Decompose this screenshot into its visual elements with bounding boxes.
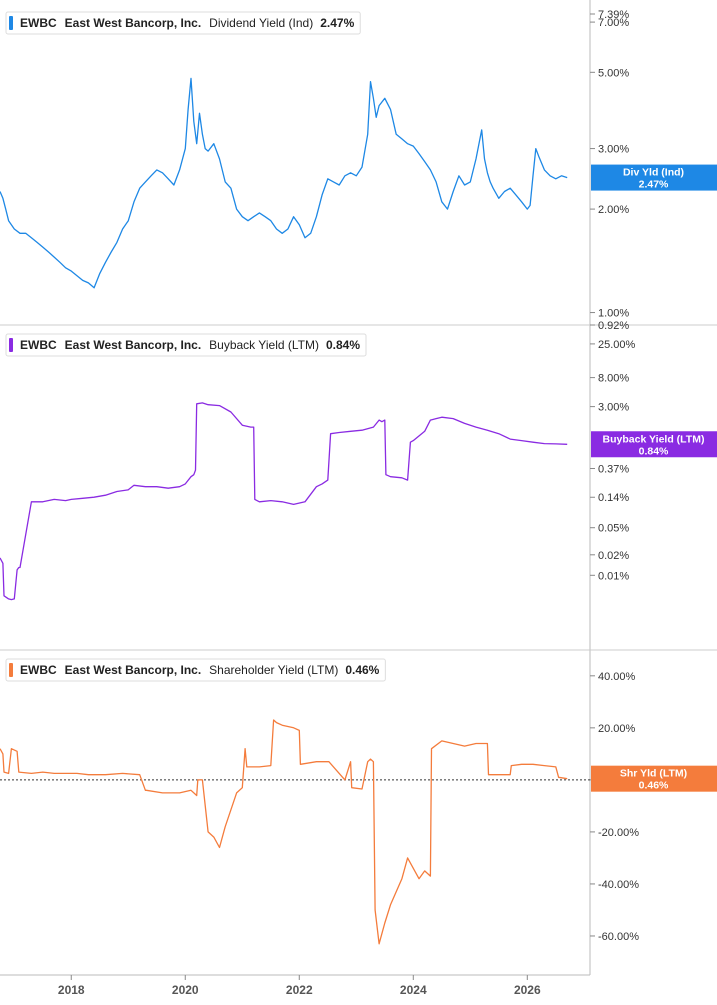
y-tick-label: 40.00%	[598, 671, 636, 683]
legend-company: East West Bancorp, Inc.	[65, 338, 201, 352]
y-tick-label: 7.00%	[598, 17, 629, 29]
legend-box	[5, 658, 386, 682]
y-tick-label: -40.00%	[598, 879, 639, 891]
y-tick-label: 1.00%	[598, 308, 629, 320]
chart-panel-3: 40.00%20.00%0.00%-20.00%-40.00%-60.00%EW…	[0, 658, 717, 945]
legend-company: East West Bancorp, Inc.	[65, 663, 201, 677]
y-tick-label: 7.39%	[598, 9, 629, 21]
current-value-tag: Shr Yld (LTM)0.46%	[591, 765, 717, 792]
y-tick-label: 20.00%	[598, 723, 636, 735]
legend-box	[5, 333, 367, 357]
chart-panel-1: 7.39%7.00%5.00%3.00%2.00%1.00%0.92%EWBC E…	[0, 9, 717, 332]
y-tick-label: 0.92%	[598, 320, 629, 332]
tag-box	[591, 164, 717, 191]
legend-box	[5, 11, 361, 35]
series-line	[0, 719, 568, 945]
y-tick-label: 25.00%	[598, 339, 636, 351]
legend-color-swatch	[9, 663, 13, 677]
legend-color-swatch	[9, 16, 13, 30]
chart-panel-2: 25.00% 8.00% 3.00% 0.37% 0.14% 0.05% 0.02% 0.01…	[0, 333, 717, 601]
series-line	[0, 402, 568, 601]
y-tick-label: 0.14%	[598, 492, 629, 504]
tag-label: Shr Yld (LTM)	[620, 768, 687, 780]
series-line	[0, 77, 568, 289]
y-tick-label: -20.00%	[598, 827, 639, 839]
y-tick-label: 3.00%	[598, 402, 629, 414]
legend-value: 0.84%	[326, 338, 360, 352]
legend: EWBC East West Bancorp, Inc. Dividend Yiel…	[5, 11, 361, 35]
x-tick-label: 2020	[172, 983, 199, 997]
current-value-tag: Div Yld (Ind)2.47%	[591, 164, 717, 191]
legend-metric: Buyback Yield (LTM)	[209, 338, 319, 352]
y-tick-label: 5.00%	[598, 67, 629, 79]
legend: EWBC East West Bancorp, Inc. Buyback Yield…	[5, 333, 367, 357]
x-tick-label: 2018	[58, 983, 85, 997]
x-axis: 2018 2020 2022 2024 2026	[58, 975, 541, 997]
tag-value: 2.47%	[639, 179, 669, 191]
legend-ticker: EWBC	[20, 338, 57, 352]
tag-value: 0.46%	[639, 780, 669, 792]
legend-value: 2.47%	[320, 16, 354, 30]
tag-label: Div Yld (Ind)	[623, 167, 684, 179]
legend-ticker: EWBC	[20, 16, 57, 30]
x-tick-label: 2026	[514, 983, 541, 997]
x-tick-label: 2022	[286, 983, 313, 997]
legend-metric: Shareholder Yield (LTM)	[209, 663, 338, 677]
x-tick-label: 2024	[400, 983, 427, 997]
tag-label: Buyback Yield (LTM)	[603, 433, 705, 445]
current-value-tag: Buyback Yield (LTM)0.84%	[591, 431, 717, 458]
legend-color-swatch	[9, 338, 13, 352]
y-tick-label: 0.01%	[598, 570, 629, 582]
y-tick-label: 0.02%	[598, 550, 629, 562]
y-tick-label: 3.00%	[598, 144, 629, 156]
tag-value: 0.84%	[639, 445, 669, 457]
y-tick-label: 0.37%	[598, 464, 629, 476]
y-tick-label: 8.00%	[598, 373, 629, 385]
y-tick-label: 2.00%	[598, 204, 629, 216]
y-tick-label: 0.05%	[598, 523, 629, 535]
legend-ticker: EWBC	[20, 663, 57, 677]
legend: EWBC East West Bancorp, Inc. Shareholder Y…	[5, 658, 386, 682]
legend-company: East West Bancorp, Inc.	[65, 16, 201, 30]
legend-value: 0.46%	[345, 663, 379, 677]
y-tick-label: -60.00%	[598, 931, 639, 943]
tag-box	[591, 765, 717, 792]
legend-metric: Dividend Yield (Ind)	[209, 16, 313, 30]
tag-box	[591, 431, 717, 458]
